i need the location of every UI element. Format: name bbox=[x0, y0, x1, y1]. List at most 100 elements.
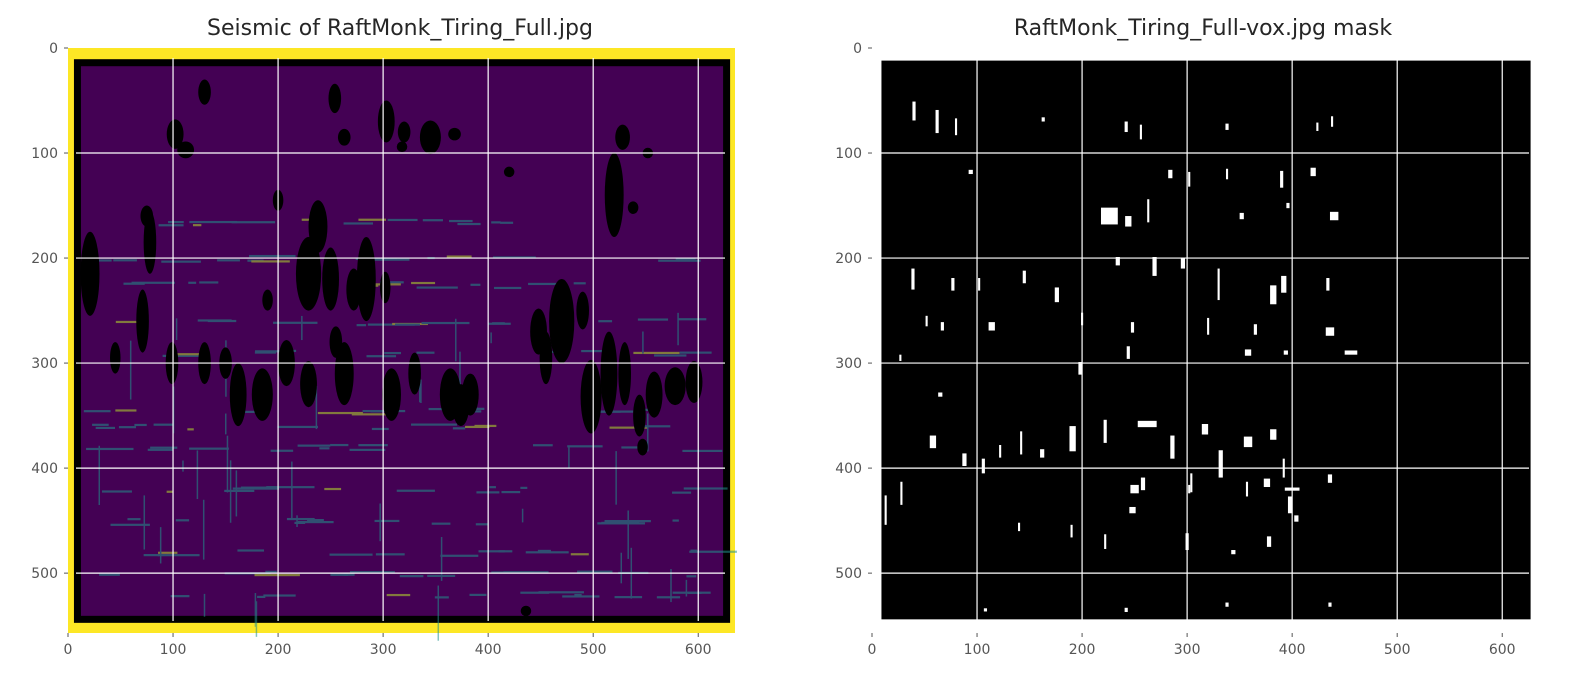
mask-region bbox=[1054, 287, 1059, 303]
seismic-blob bbox=[576, 291, 589, 330]
texture-stroke bbox=[158, 224, 184, 227]
texture-stroke bbox=[573, 282, 586, 285]
texture-stroke bbox=[395, 323, 420, 326]
mask-region bbox=[1180, 258, 1186, 269]
texture-stroke bbox=[437, 585, 440, 641]
texture-stroke bbox=[127, 518, 141, 521]
texture-stroke bbox=[371, 427, 389, 431]
texture-stroke bbox=[672, 591, 711, 594]
mask-region bbox=[1316, 122, 1319, 131]
mask-region bbox=[929, 435, 937, 449]
texture-stroke bbox=[567, 445, 603, 448]
mask-region bbox=[1018, 522, 1021, 532]
texture-stroke bbox=[492, 322, 505, 325]
y-tick-label: 0 bbox=[853, 41, 862, 57]
seismic-blob bbox=[503, 166, 515, 178]
mask-chart: RaftMonk_Tiring_Full-vox.jpg mask 0 100 20… bbox=[835, 16, 1539, 658]
mask-region bbox=[999, 445, 1002, 458]
texture-stroke bbox=[251, 260, 290, 263]
texture-stroke bbox=[254, 593, 257, 627]
mask-region bbox=[983, 608, 988, 612]
texture-stroke bbox=[83, 410, 111, 413]
mask-region bbox=[1139, 124, 1142, 140]
texture-stroke bbox=[672, 491, 692, 494]
texture-stroke bbox=[203, 593, 206, 617]
mask-region bbox=[1130, 484, 1139, 494]
texture-stroke bbox=[175, 519, 190, 522]
texture-stroke bbox=[297, 444, 331, 447]
y-tick-label: 300 bbox=[31, 356, 58, 372]
mask-region bbox=[884, 495, 887, 525]
texture-stroke bbox=[367, 323, 415, 326]
texture-stroke bbox=[297, 520, 334, 524]
texture-stroke bbox=[92, 423, 109, 426]
seismic-blob bbox=[251, 368, 273, 421]
texture-stroke bbox=[500, 221, 514, 224]
mask-region bbox=[899, 354, 902, 361]
texture-stroke bbox=[255, 350, 286, 353]
texture-stroke bbox=[263, 594, 296, 597]
texture-stroke bbox=[86, 447, 134, 451]
mask-region bbox=[1287, 496, 1293, 514]
mask-region bbox=[912, 101, 916, 121]
texture-stroke bbox=[411, 281, 436, 285]
mask-region bbox=[1225, 168, 1229, 180]
mask-region bbox=[968, 169, 973, 175]
texture-stroke bbox=[685, 579, 688, 597]
texture-stroke bbox=[291, 461, 293, 520]
texture-stroke bbox=[199, 281, 219, 284]
texture-stroke bbox=[270, 449, 294, 452]
mask-region bbox=[1231, 550, 1236, 555]
seismic-blob bbox=[615, 124, 630, 150]
texture-stroke bbox=[689, 550, 737, 553]
seismic-blob bbox=[262, 289, 273, 311]
x-tick-label: 500 bbox=[580, 642, 607, 658]
texture-stroke bbox=[170, 595, 190, 598]
texture-stroke bbox=[277, 425, 318, 429]
texture-stroke bbox=[159, 527, 162, 564]
texture-stroke bbox=[343, 573, 355, 576]
mask-region bbox=[925, 315, 928, 327]
y-tick-label: 500 bbox=[835, 566, 862, 582]
seismic-blob bbox=[334, 342, 354, 406]
texture-stroke bbox=[478, 550, 513, 553]
seismic-blob bbox=[408, 352, 421, 395]
texture-stroke bbox=[150, 446, 178, 449]
texture-stroke bbox=[349, 448, 386, 451]
texture-stroke bbox=[129, 340, 132, 400]
texture-stroke bbox=[330, 573, 349, 576]
mask-region bbox=[1253, 324, 1257, 335]
texture-stroke bbox=[374, 519, 400, 523]
texture-stroke bbox=[384, 351, 402, 355]
x-tick-label: 400 bbox=[1279, 642, 1306, 658]
mask-region bbox=[978, 278, 981, 291]
texture-stroke bbox=[489, 486, 496, 489]
texture-stroke bbox=[324, 487, 342, 491]
y-tick-label: 500 bbox=[31, 566, 58, 582]
texture-stroke bbox=[217, 259, 240, 262]
texture-stroke bbox=[498, 550, 505, 553]
seismic-blob bbox=[379, 271, 391, 304]
texture-stroke bbox=[422, 219, 443, 222]
texture-stroke bbox=[182, 460, 184, 472]
texture-stroke bbox=[115, 320, 138, 324]
texture-stroke bbox=[161, 260, 201, 263]
texture-stroke bbox=[234, 410, 263, 413]
mask-region bbox=[1190, 473, 1193, 493]
texture-stroke bbox=[157, 554, 200, 557]
texture-stroke bbox=[621, 446, 646, 449]
texture-stroke bbox=[588, 410, 621, 413]
chart-title-seismic: Seismic of RaftMonk_Tiring_Full.jpg bbox=[207, 16, 593, 41]
texture-stroke bbox=[677, 312, 679, 346]
mask-region bbox=[1270, 429, 1277, 440]
texture-stroke bbox=[224, 489, 255, 493]
mask-region bbox=[1281, 275, 1287, 293]
texture-stroke bbox=[101, 490, 132, 493]
seismic-blob bbox=[627, 201, 639, 214]
mask-region bbox=[911, 268, 915, 290]
mask-region bbox=[1217, 268, 1220, 301]
texture-stroke bbox=[419, 384, 421, 403]
texture-stroke bbox=[658, 259, 701, 262]
texture-stroke bbox=[434, 596, 449, 599]
